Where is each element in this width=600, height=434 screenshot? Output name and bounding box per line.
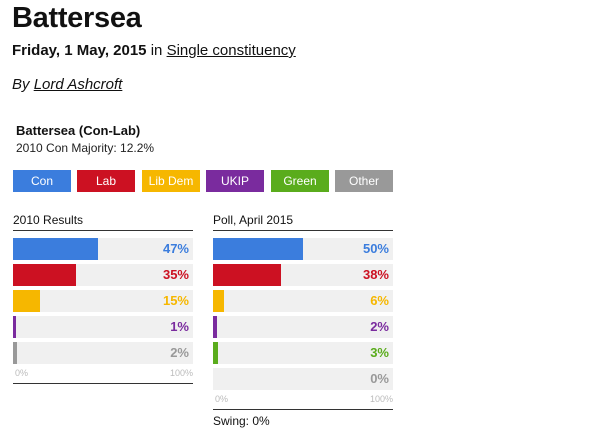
results-2010-panel: 2010 Results 47% 35% 15% 1% 2% 0% 100% <box>13 212 193 384</box>
bar-row-lab: 35% <box>13 264 193 286</box>
party-filter-buttons: Con Lab Lib Dem UKIP Green Other <box>13 170 393 192</box>
party-button-con[interactable]: Con <box>13 170 71 192</box>
axis-label-min: 0% <box>15 368 29 378</box>
bar-row-ukip: 1% <box>13 316 193 338</box>
in-word: in <box>150 42 163 59</box>
value-label-ukip: 1% <box>170 319 189 334</box>
bar-ukip <box>13 316 16 338</box>
author-link[interactable]: Lord Ashcroft <box>33 76 123 93</box>
party-button-lib-dem[interactable]: Lib Dem <box>142 170 200 192</box>
party-button-other[interactable]: Other <box>335 170 393 192</box>
bar-lab <box>13 264 76 286</box>
panel-title-2015: Poll, April 2015 <box>213 213 294 227</box>
axis-rule-2010 <box>13 383 193 384</box>
bar-row-con: 47% <box>13 238 193 260</box>
value-label-lab: 35% <box>162 267 189 282</box>
byline: By Lord Ashcroft <box>12 76 122 93</box>
party-button-green[interactable]: Green <box>271 170 329 192</box>
bar-ukip <box>213 316 217 338</box>
bar-other <box>13 342 17 364</box>
poll-2015-panel: Poll, April 2015 50% 38% 6% 2% 3% 0% 0% 100% … <box>213 212 393 428</box>
axis-rule-2015 <box>213 409 393 410</box>
bar-row-green: 3% <box>213 342 393 364</box>
bar-row-con: 50% <box>213 238 393 260</box>
bar-con <box>13 238 98 260</box>
value-label-lib-dem: 6% <box>370 293 389 308</box>
bar-con <box>213 238 303 260</box>
bar-row-lab: 38% <box>213 264 393 286</box>
value-label-other: 0% <box>370 371 389 386</box>
panel-title-2010: 2010 Results <box>13 213 84 227</box>
bar-row-lib-dem: 15% <box>13 290 193 312</box>
value-label-con: 47% <box>162 241 189 256</box>
chart-subtitle: 2010 Con Majority: 12.2% <box>16 141 155 155</box>
panel-top-rule <box>213 230 393 231</box>
value-label-lib-dem: 15% <box>162 293 189 308</box>
bar-lab <box>213 264 282 286</box>
panel-top-rule <box>13 230 193 231</box>
value-label-ukip: 2% <box>370 319 389 334</box>
swing-label: Swing: 0% <box>213 414 270 428</box>
bar-lib-dem <box>13 290 40 312</box>
value-label-con: 50% <box>362 241 389 256</box>
dateline: Friday, 1 May, 2015 in Single constituen… <box>12 42 296 59</box>
axis-label-max: 100% <box>369 394 393 404</box>
post-date: Friday, 1 May, 2015 <box>12 42 147 59</box>
bar-row-ukip: 2% <box>213 316 393 338</box>
value-label-green: 3% <box>370 345 389 360</box>
category-link[interactable]: Single constituency <box>166 42 296 59</box>
axis-label-min: 0% <box>215 394 229 404</box>
axis-labels-2010: 0% 100% <box>13 368 193 380</box>
axis-label-max: 100% <box>169 368 193 378</box>
bar-row-other: 0% <box>213 368 393 390</box>
page-title: Battersea <box>12 2 142 34</box>
bar-rows-2015: 50% 38% 6% 2% 3% 0% <box>213 238 393 390</box>
bar-row-other: 2% <box>13 342 193 364</box>
value-label-lab: 38% <box>362 267 389 282</box>
value-label-other: 2% <box>170 345 189 360</box>
by-word: By <box>12 76 30 93</box>
party-button-lab[interactable]: Lab <box>77 170 135 192</box>
party-button-ukip[interactable]: UKIP <box>206 170 264 192</box>
bar-lib-dem <box>213 290 224 312</box>
bar-rows-2010: 47% 35% 15% 1% 2% <box>13 238 193 364</box>
axis-labels-2015: 0% 100% <box>213 394 393 406</box>
bar-row-lib-dem: 6% <box>213 290 393 312</box>
chart-title: Battersea (Con-Lab) <box>16 123 141 138</box>
bar-green <box>213 342 219 364</box>
